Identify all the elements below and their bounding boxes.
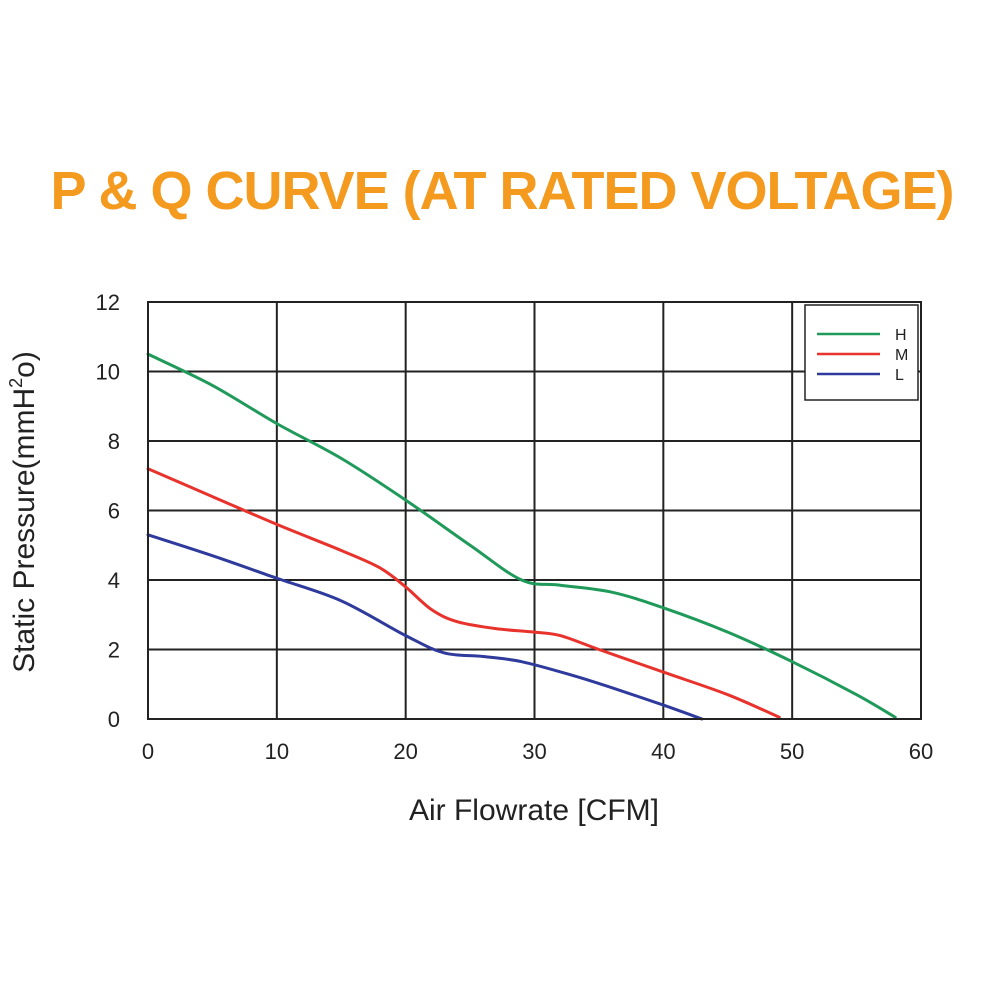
y-axis-label-main: Static Pressure(mmH — [8, 388, 41, 673]
series-line-m — [146, 467, 781, 719]
y-axis-label-end: o) — [8, 351, 41, 378]
y-tick-label: 2 — [108, 638, 120, 663]
y-axis-label-sup: 2 — [6, 378, 26, 388]
y-tick-label: 4 — [108, 568, 120, 593]
legend-label-h: H — [895, 327, 907, 344]
x-tick-label: 10 — [265, 739, 289, 764]
x-tick-label: 40 — [651, 739, 675, 764]
x-axis-label: Air Flowrate [CFM] — [409, 794, 659, 827]
x-tick-label: 60 — [909, 739, 933, 764]
x-tick-label: 30 — [522, 739, 546, 764]
x-tick-label: 0 — [142, 739, 154, 764]
series-lines — [146, 352, 897, 721]
y-tick-label: 8 — [108, 429, 120, 454]
y-tick-label: 10 — [96, 360, 120, 385]
y-tick-label: 6 — [108, 499, 120, 524]
y-tick-label: 0 — [108, 707, 120, 732]
chart-title: P & Q CURVE (AT RATED VOLTAGE) — [50, 161, 954, 221]
x-tick-label: 50 — [780, 739, 804, 764]
plot-frame — [147, 301, 922, 720]
legend-box — [804, 304, 919, 401]
legend-label-m: M — [895, 347, 908, 364]
series-line-l — [146, 533, 704, 721]
y-tick-label: 12 — [96, 290, 120, 315]
series-line-h — [146, 352, 897, 719]
legend: HML — [804, 304, 919, 401]
legend-label-l: L — [895, 367, 904, 384]
tick-labels: 0 10 20 30 40 50 60 0 2 4 6 8 10 12 — [96, 290, 934, 764]
y-axis-label: Static Pressure(mmH2o) — [6, 351, 41, 673]
x-tick-label: 20 — [393, 739, 417, 764]
